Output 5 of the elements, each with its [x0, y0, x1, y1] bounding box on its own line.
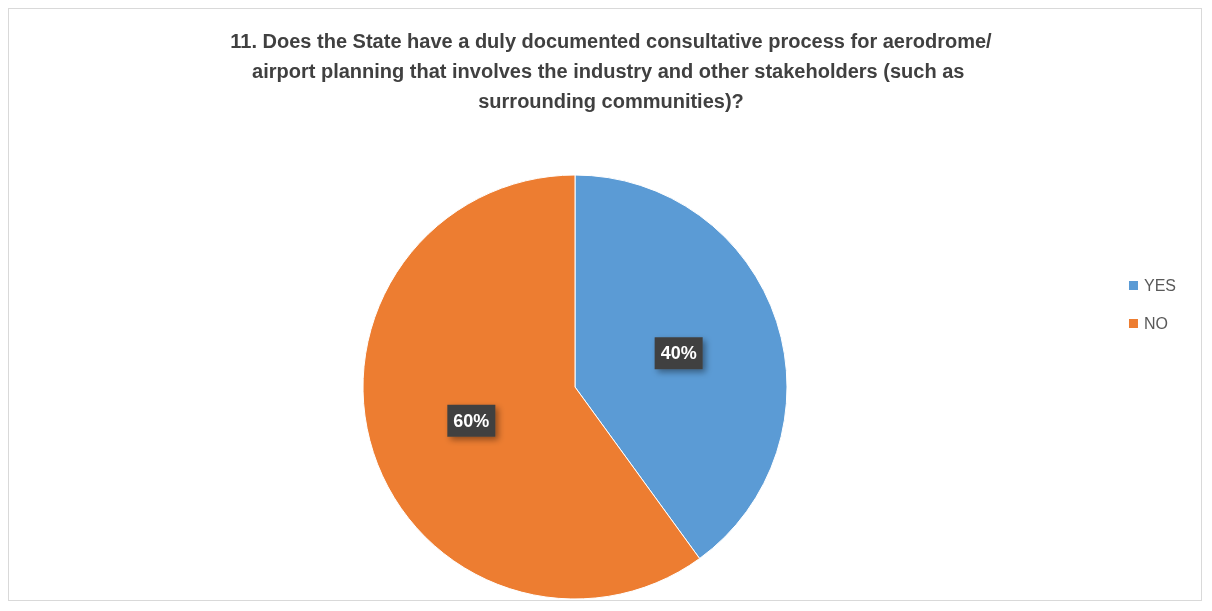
chart-title: 11. Does the State have a duly documented consultative process for aerodrome/airport planning that involves the industry and other stakeholders (such as surrounding communities)? — [230, 30, 993, 112]
legend-label: NO — [1143, 315, 1168, 332]
legend-label: YES — [1143, 277, 1176, 294]
data-label: 60% — [453, 410, 490, 431]
data-label: 40% — [660, 343, 697, 364]
